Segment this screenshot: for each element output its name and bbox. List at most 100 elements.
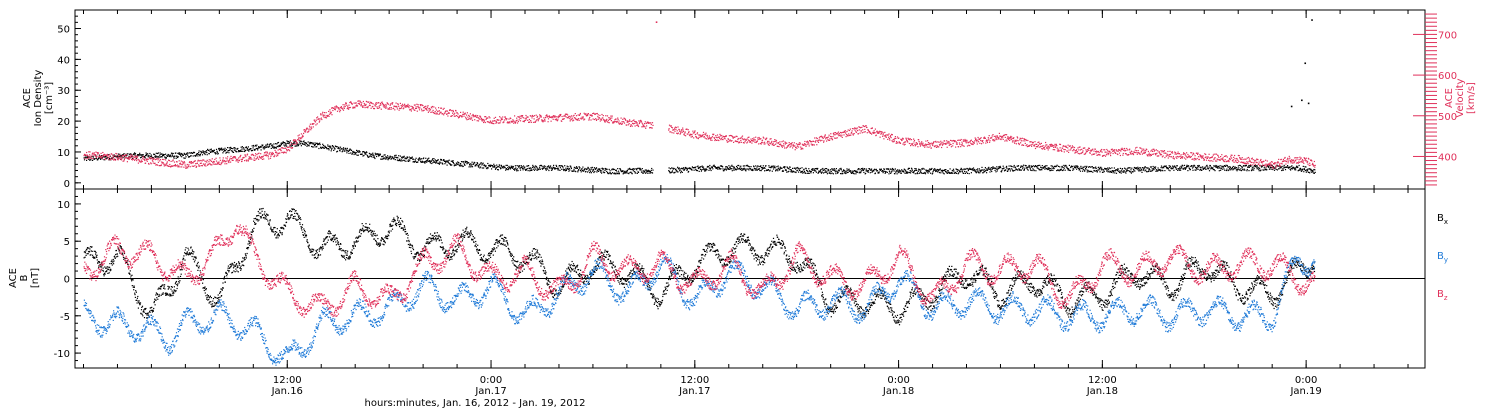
data-point <box>271 145 273 147</box>
data-point <box>534 167 536 169</box>
data-point <box>915 169 917 171</box>
data-point <box>675 168 677 170</box>
data-point <box>757 137 759 139</box>
data-point <box>1297 166 1299 168</box>
data-point <box>225 157 227 159</box>
data-point <box>627 172 629 174</box>
data-point <box>152 160 154 162</box>
data-point <box>162 154 164 157</box>
data-point <box>508 165 510 167</box>
data-point <box>633 168 635 170</box>
data-point <box>156 152 159 155</box>
data-point <box>483 120 485 122</box>
data-point <box>1252 166 1254 168</box>
data-point <box>742 165 744 167</box>
data-point <box>836 132 838 134</box>
data-point <box>794 171 796 173</box>
data-point <box>194 160 196 162</box>
data-point <box>974 169 976 171</box>
data-point <box>675 126 677 129</box>
data-point <box>233 147 235 149</box>
data-point <box>822 137 824 139</box>
data-point <box>792 144 795 146</box>
data-point <box>633 122 635 125</box>
data-point <box>755 169 758 171</box>
data-point <box>1150 170 1152 172</box>
data-point <box>413 104 415 106</box>
data-point <box>406 106 408 108</box>
data-point <box>867 170 869 172</box>
data-point <box>761 166 763 169</box>
data-point <box>756 169 758 171</box>
data-point <box>279 152 281 154</box>
data-point <box>935 146 938 148</box>
data-point <box>783 145 785 147</box>
data-point <box>736 165 738 168</box>
data-point <box>1130 172 1132 174</box>
data-point <box>492 120 494 122</box>
data-point <box>1248 165 1250 167</box>
data-point <box>592 169 594 171</box>
data-point <box>324 145 326 148</box>
data-point <box>481 164 483 166</box>
data-point <box>542 121 544 123</box>
data-point <box>947 172 949 174</box>
data-point <box>1256 166 1258 168</box>
data-point <box>680 168 682 170</box>
data-point <box>1286 166 1288 168</box>
data-point <box>727 168 729 170</box>
data-point <box>867 129 869 131</box>
data-point <box>186 163 188 166</box>
data-point <box>883 135 885 137</box>
data-point <box>940 142 942 144</box>
data-point <box>321 113 323 115</box>
data-point <box>622 173 624 175</box>
data-point <box>208 153 210 155</box>
data-point <box>538 168 540 171</box>
data-point <box>609 118 612 120</box>
data-point <box>609 172 611 174</box>
data-point <box>898 172 900 174</box>
data-point <box>199 165 201 167</box>
data-point <box>720 138 722 140</box>
data-point <box>527 170 529 172</box>
data-point <box>229 159 231 161</box>
data-point <box>366 154 368 156</box>
data-point <box>509 122 511 124</box>
data-point <box>769 169 771 171</box>
data-point <box>255 158 257 160</box>
data-point <box>140 157 142 159</box>
data-point <box>788 142 790 144</box>
data-point <box>129 156 131 158</box>
data-point <box>1186 166 1188 168</box>
data-point <box>209 163 211 165</box>
data-point <box>243 156 245 158</box>
data-point <box>284 142 286 144</box>
data-point <box>179 152 181 154</box>
data-point <box>592 113 594 115</box>
data-point <box>304 131 306 133</box>
data-point <box>434 111 436 113</box>
data-point <box>890 135 892 137</box>
data-point <box>321 146 323 148</box>
data-point <box>777 145 779 147</box>
data-point <box>441 162 443 164</box>
data-point <box>754 141 756 143</box>
data-point <box>123 160 125 162</box>
data-point <box>511 165 513 167</box>
data-point <box>739 168 741 170</box>
data-point <box>533 118 535 120</box>
data-point <box>796 147 798 149</box>
data-point <box>1018 169 1020 171</box>
data-point <box>1112 172 1114 174</box>
data-point <box>829 138 831 140</box>
data-point <box>223 149 225 151</box>
data-point <box>509 168 511 170</box>
data-point <box>1231 167 1233 170</box>
data-point <box>356 154 358 156</box>
data-point <box>473 115 475 117</box>
data-point <box>770 138 772 140</box>
data-point <box>1073 168 1075 170</box>
data-point <box>211 150 213 152</box>
data-point <box>277 155 279 157</box>
